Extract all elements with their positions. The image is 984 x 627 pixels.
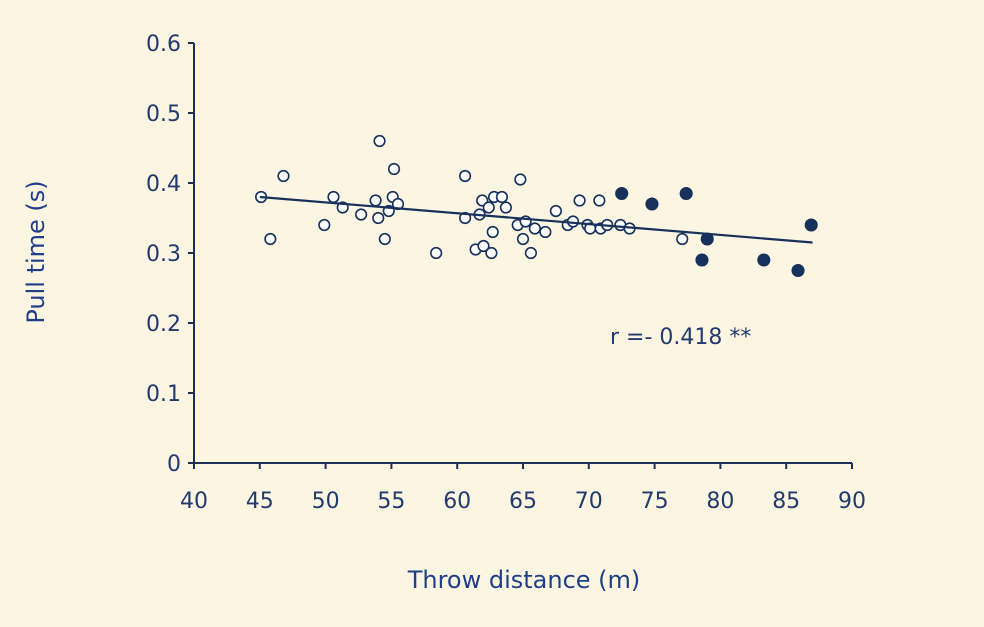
open-data-point (539, 225, 552, 239)
open-data-point (482, 201, 495, 214)
x-tick-label: 75 (641, 489, 669, 514)
open-data-point (499, 201, 512, 214)
x-axis-title: Throw distance (m) (407, 566, 641, 594)
y-tick-label: 0.4 (146, 172, 181, 197)
x-tick-label: 90 (838, 489, 866, 514)
open-data-point (372, 211, 385, 225)
open-data-point (528, 222, 541, 235)
x-tick-label: 55 (377, 489, 405, 514)
filled-data-point (679, 186, 693, 201)
y-tick-label: 0.1 (146, 382, 181, 407)
open-data-point (458, 211, 472, 225)
x-tick-label: 70 (575, 489, 603, 514)
open-data-point (369, 194, 382, 207)
y-tick-label: 0.6 (146, 32, 181, 57)
x-tick-label: 60 (443, 489, 471, 514)
open-data-point (327, 190, 340, 204)
y-axis-title: Pull time (s) (22, 180, 50, 323)
x-tick-label: 65 (509, 489, 537, 514)
open-data-point (495, 190, 509, 204)
x-tick-label: 50 (312, 489, 340, 514)
open-data-point (373, 134, 386, 148)
plot-area (193, 43, 852, 464)
open-data-point (355, 208, 368, 221)
correlation-annotation: r =- 0.418 ** (610, 325, 751, 350)
trend-line (259, 195, 813, 244)
open-data-point (549, 204, 563, 218)
open-data-point (430, 246, 443, 260)
filled-data-point (757, 253, 771, 267)
y-tick-label: 0.2 (146, 312, 181, 337)
open-data-point (485, 246, 498, 260)
filled-data-point (645, 197, 659, 211)
open-data-point (573, 194, 586, 207)
x-axis: 40 45 50 55 60 65 70 75 80 85 90 (180, 463, 866, 514)
open-data-point (676, 232, 689, 246)
open-data-point (277, 169, 290, 183)
x-tick-label: 45 (246, 489, 274, 514)
y-tick-label: 0.5 (146, 102, 181, 127)
open-data-point (516, 232, 530, 246)
open-data-point (524, 246, 537, 260)
open-data-point (458, 169, 472, 183)
y-tick-label: 0.3 (146, 242, 181, 267)
filled-data-point (791, 263, 805, 278)
filled-data-point (804, 218, 818, 232)
open-data-point (486, 225, 499, 239)
x-tick-label: 80 (706, 489, 734, 514)
trend-layer (259, 195, 813, 244)
open-data-point (378, 232, 391, 246)
open-data-point (387, 162, 401, 176)
filled-data-point (615, 186, 629, 201)
open-data-point (477, 239, 490, 253)
y-axis: 0 0.1 0.2 0.3 0.4 0.5 0.6 (146, 32, 194, 477)
open-data-point (593, 194, 606, 207)
y-tick-label: 0 (167, 452, 181, 477)
open-data-point (264, 232, 277, 246)
points-layer (255, 134, 818, 278)
x-tick-label: 40 (180, 489, 208, 514)
x-tick-label: 85 (772, 489, 800, 514)
open-data-point (318, 218, 331, 232)
open-data-point (514, 173, 527, 186)
filled-data-point (695, 253, 709, 267)
